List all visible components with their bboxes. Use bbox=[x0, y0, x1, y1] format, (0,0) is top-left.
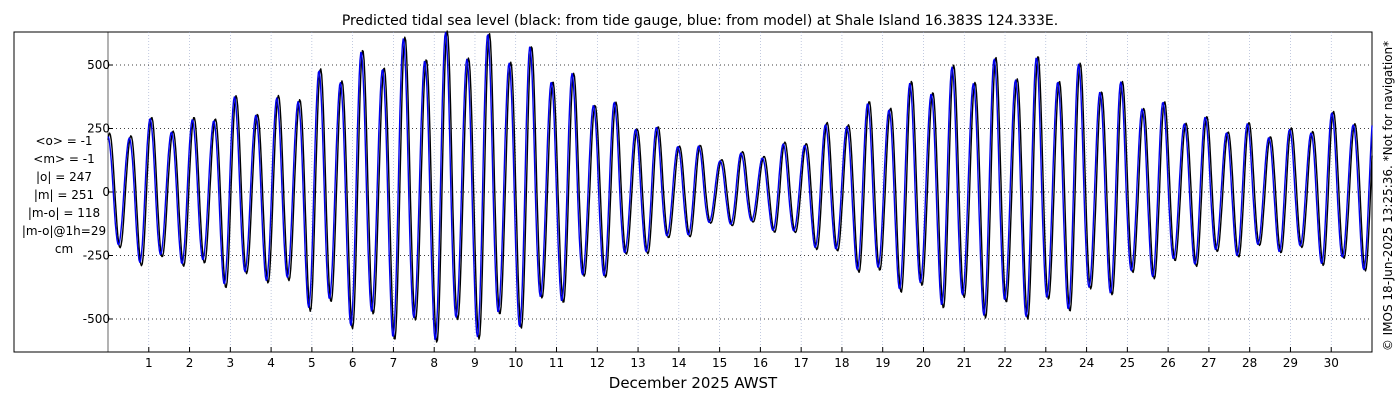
x-tick-label: 23 bbox=[1038, 356, 1053, 370]
x-tick-label: 19 bbox=[875, 356, 890, 370]
series-line-from-model bbox=[107, 31, 1373, 341]
x-tick-label: 13 bbox=[630, 356, 645, 370]
x-tick-label: 2 bbox=[186, 356, 194, 370]
x-tick-label: 29 bbox=[1283, 356, 1298, 370]
x-tick-label: 28 bbox=[1242, 356, 1257, 370]
x-tick-label: 30 bbox=[1324, 356, 1339, 370]
stat-mean-obs: <o> = -1 bbox=[35, 134, 92, 148]
x-tick-label: 17 bbox=[794, 356, 809, 370]
series-line-from-tide-gauge bbox=[107, 30, 1373, 343]
x-tick-label: 20 bbox=[916, 356, 931, 370]
x-tick-label: 3 bbox=[227, 356, 235, 370]
x-tick-label: 25 bbox=[1120, 356, 1135, 370]
x-tick-label: 4 bbox=[267, 356, 275, 370]
x-tick-label: 7 bbox=[390, 356, 398, 370]
series-lines bbox=[107, 30, 1373, 343]
x-tick-label: 21 bbox=[957, 356, 972, 370]
x-axis-label: December 2025 AWST bbox=[609, 374, 778, 392]
stat-mean-model: <m> = -1 bbox=[33, 152, 94, 166]
y-tick-label: 250 bbox=[87, 122, 110, 136]
x-tick-label: 14 bbox=[671, 356, 686, 370]
y-tick-label: 500 bbox=[87, 58, 110, 72]
x-tick-label: 10 bbox=[508, 356, 523, 370]
x-tick-label: 24 bbox=[1079, 356, 1094, 370]
x-tick-label: 12 bbox=[590, 356, 605, 370]
x-tick-label: 5 bbox=[308, 356, 316, 370]
x-tick-label: 27 bbox=[1201, 356, 1216, 370]
x-tick-label: 8 bbox=[430, 356, 438, 370]
stat-abs-diff-1h: |m-o|@1h=29 bbox=[22, 224, 106, 238]
stat-abs-model: |m| = 251 bbox=[34, 188, 94, 202]
y-tick-label: -500 bbox=[83, 312, 110, 326]
stat-abs-obs: |o| = 247 bbox=[36, 170, 92, 184]
x-tick-label: 22 bbox=[997, 356, 1012, 370]
x-tick-label: 26 bbox=[1160, 356, 1175, 370]
x-tick-label: 9 bbox=[471, 356, 479, 370]
y-tick-label: -250 bbox=[83, 248, 110, 262]
x-axis: 1 2 3 4 5 6 7 8 9 10 11 12 13 14 15 16 17 18 19 20 21 22 23 24 2… bbox=[145, 347, 1339, 370]
stats-panel: <o> = -1 <m> = -1 |o| = 247 |m| = 251 |m… bbox=[22, 134, 106, 256]
x-tick-label: 1 bbox=[145, 356, 153, 370]
x-tick-label: 18 bbox=[834, 356, 849, 370]
stat-units: cm bbox=[55, 242, 73, 256]
y-axis: -500 -250 0 250 500 bbox=[83, 32, 113, 352]
stat-abs-diff: |m-o| = 118 bbox=[28, 206, 100, 220]
x-tick-label: 11 bbox=[549, 356, 564, 370]
x-tick-label: 15 bbox=[712, 356, 727, 370]
credit-notice: © IMOS 18-Jun-2025 13:25:36. *Not for na… bbox=[1381, 41, 1395, 351]
chart-title: Predicted tidal sea level (black: from t… bbox=[342, 13, 1058, 29]
x-tick-label: 16 bbox=[753, 356, 768, 370]
y-tick-label: 0 bbox=[102, 185, 110, 199]
x-tick-label: 6 bbox=[349, 356, 357, 370]
